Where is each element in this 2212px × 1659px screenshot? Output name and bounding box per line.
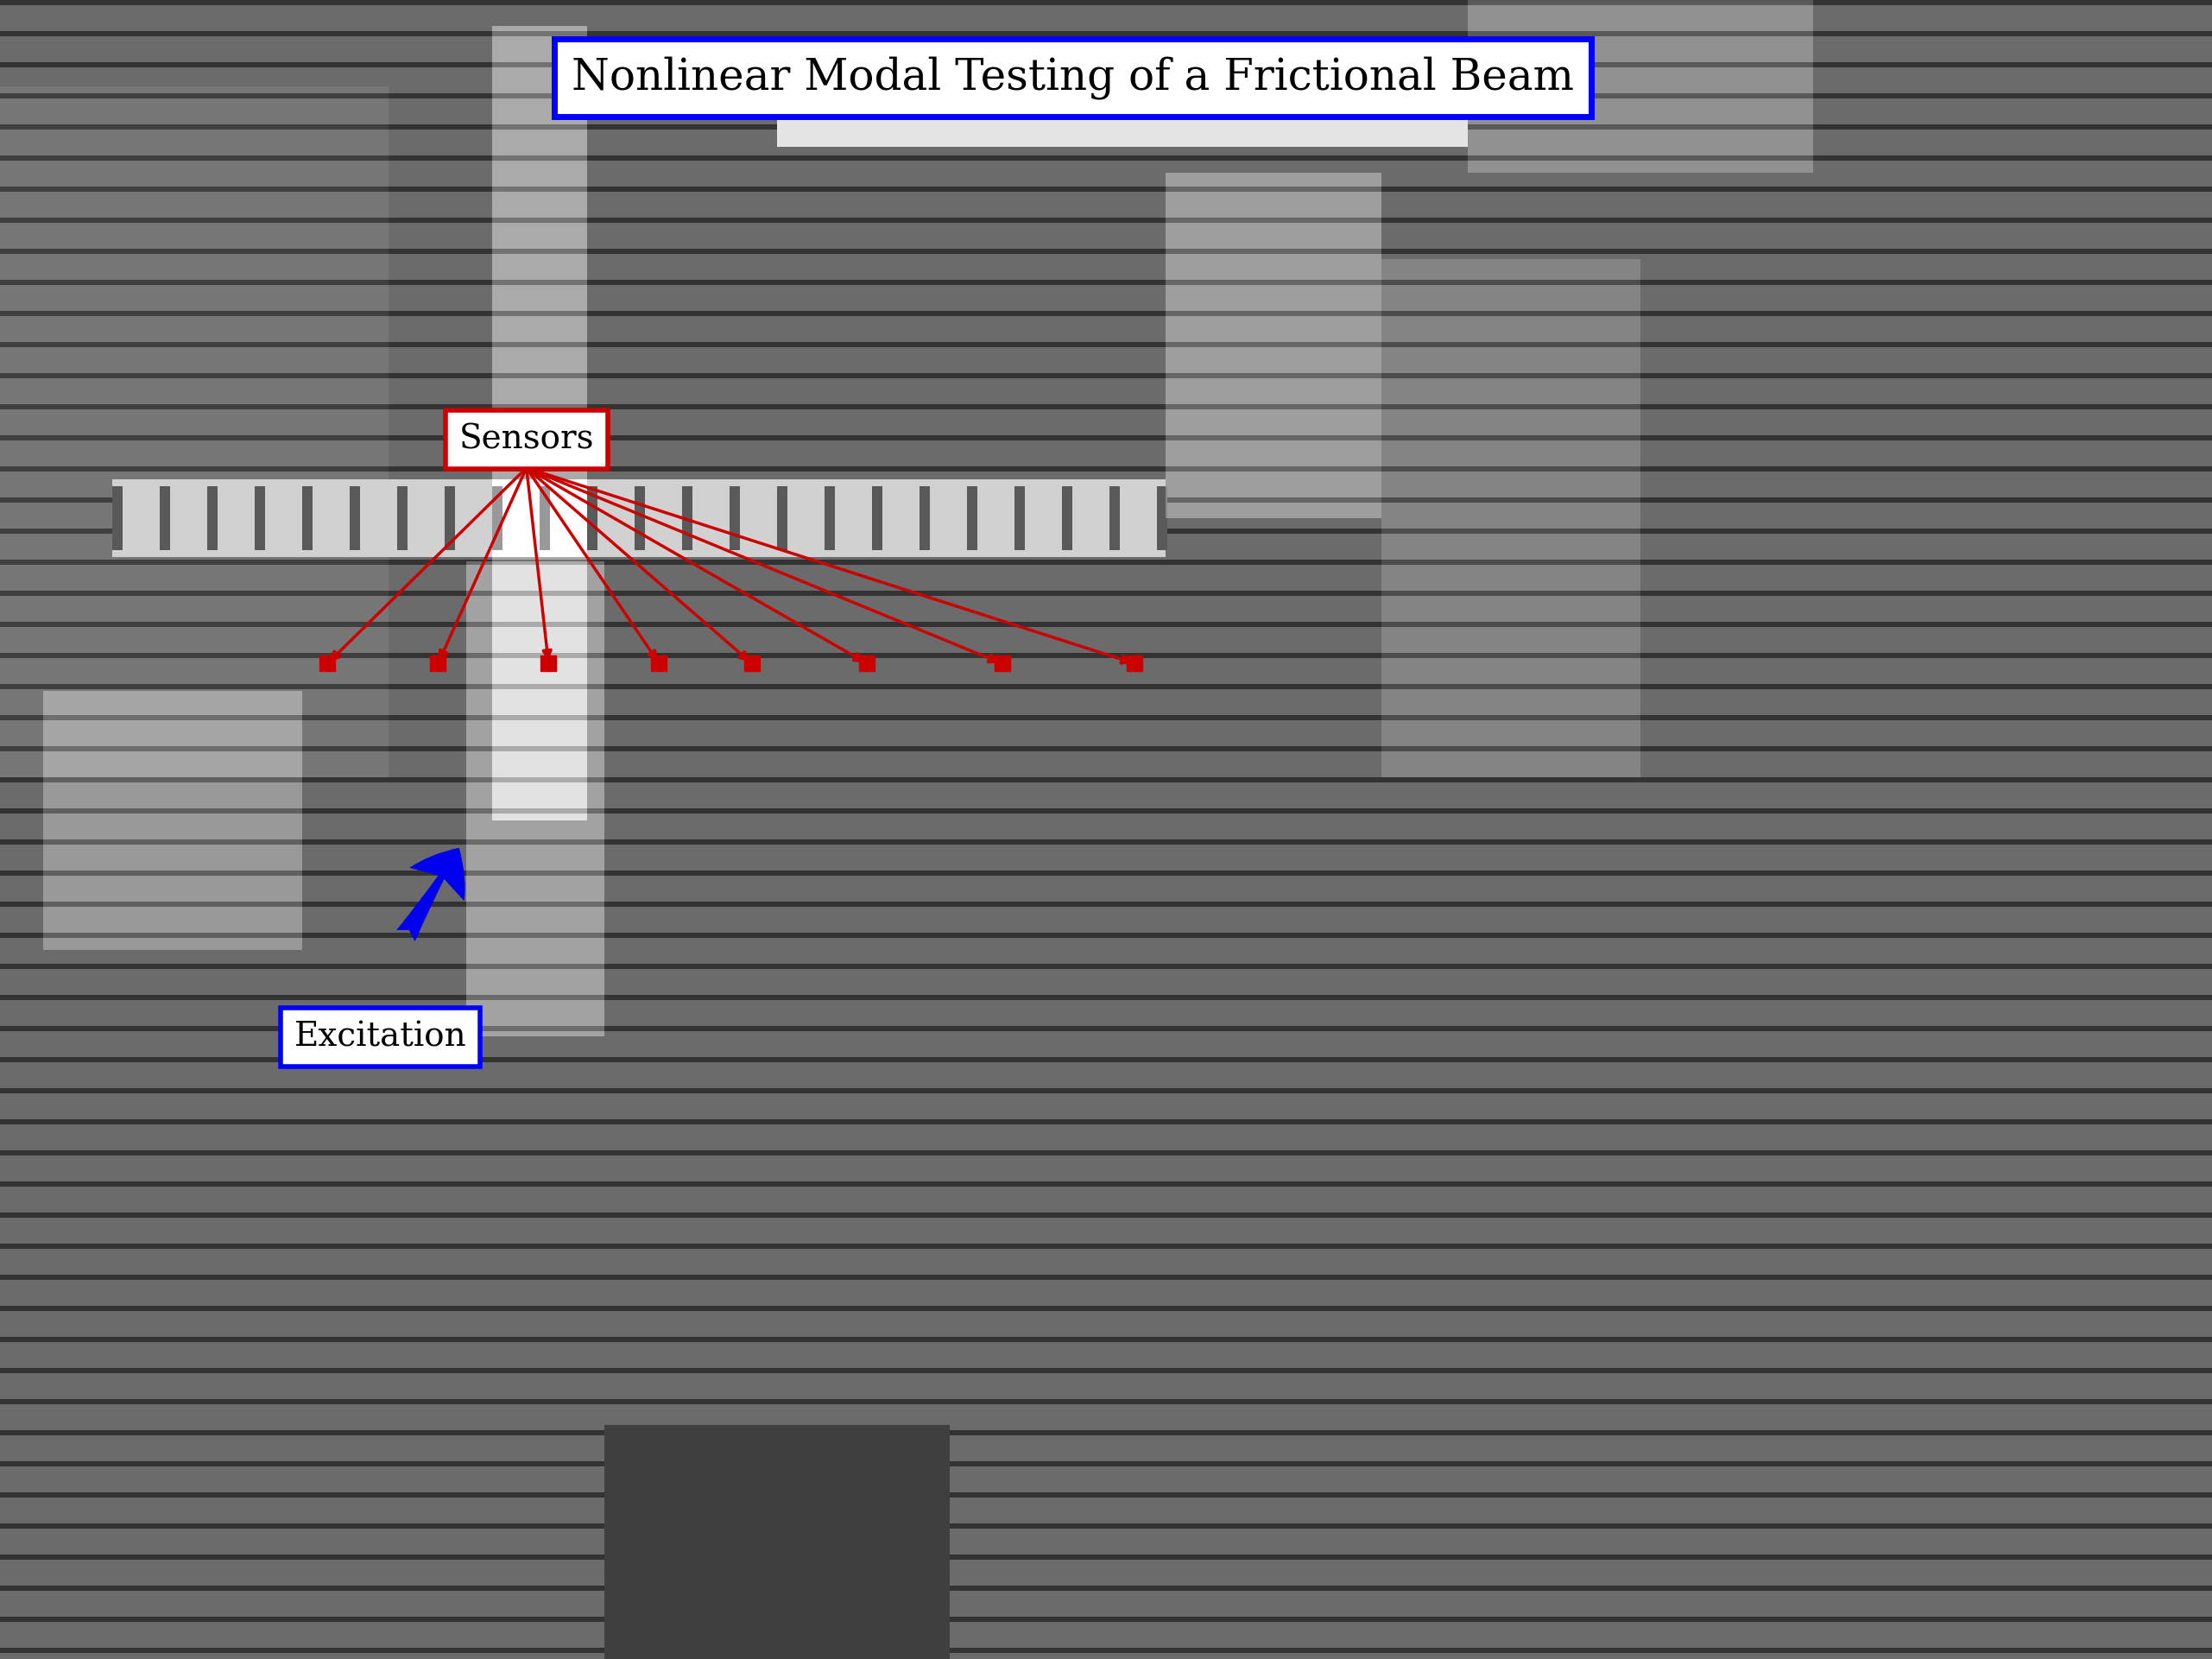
Text: Excitation: Excitation: [294, 1020, 467, 1053]
Text: Nonlinear Modal Testing of a Frictional Beam: Nonlinear Modal Testing of a Frictional …: [571, 56, 1575, 100]
Text: Sensors: Sensors: [458, 423, 595, 456]
